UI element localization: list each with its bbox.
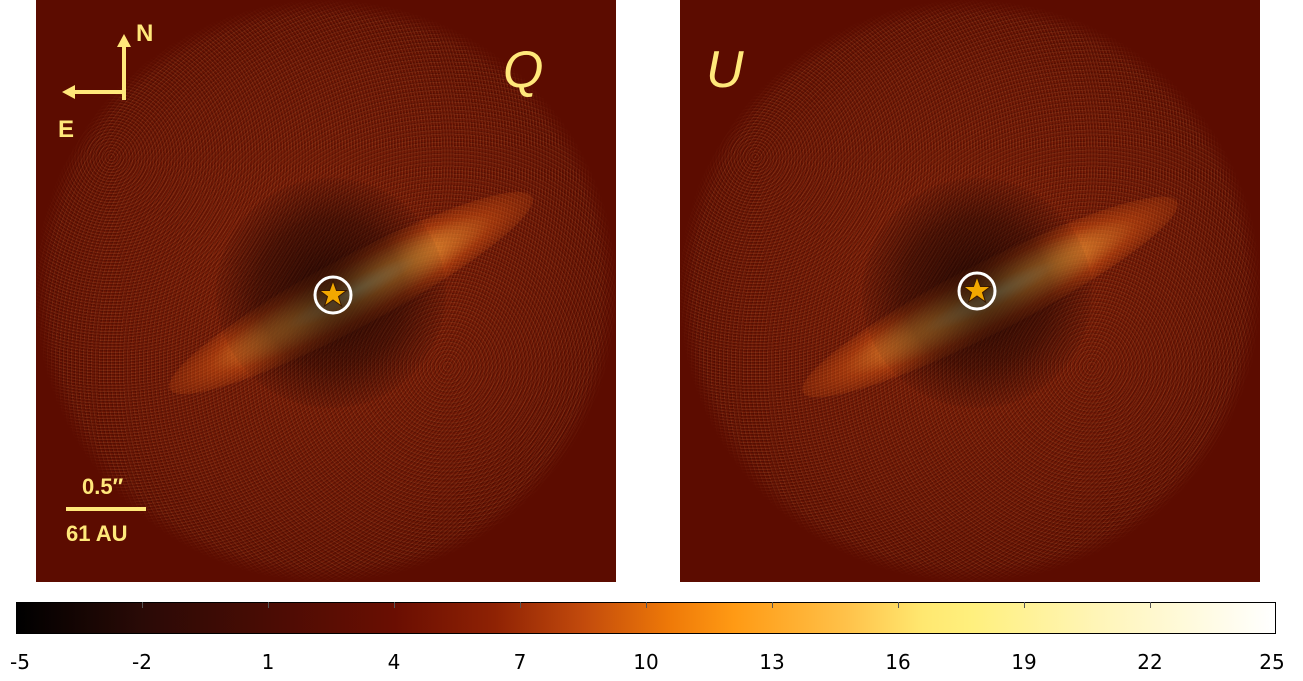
u-star-marker-icon <box>957 271 997 311</box>
compass-arrows-icon <box>62 34 131 100</box>
q-star-marker-icon <box>313 275 353 315</box>
q-image-panel <box>36 0 616 582</box>
colorbar-tick <box>646 602 647 608</box>
colorbar-tick-label: 22 <box>1137 650 1163 674</box>
east-label: E <box>58 116 75 143</box>
scale-physical-label: 61 AU <box>66 521 128 546</box>
colorbar-tick <box>772 602 773 608</box>
colorbar-tick <box>1024 602 1025 608</box>
scale-bar <box>66 507 146 511</box>
colorbar-tick <box>1150 602 1151 608</box>
u-image-panel <box>680 0 1260 582</box>
colorbar-tick-label: 25 <box>1259 650 1285 674</box>
colorbar-tick-label: 7 <box>513 650 527 674</box>
colorbar-tick-label: 19 <box>1011 650 1037 674</box>
colorbar-tick-label: 16 <box>885 650 911 674</box>
colorbar-tick-label: 4 <box>387 650 401 674</box>
u-panel-label: U <box>706 41 744 99</box>
colorbar-tick-label: 13 <box>759 650 785 674</box>
colorbar-tick <box>268 602 269 608</box>
north-label: N <box>136 20 154 47</box>
colorbar-tick-label: 1 <box>261 650 275 674</box>
q-panel-label: Q <box>503 41 544 99</box>
scale-angular-label: 0.5″ <box>82 474 124 499</box>
q-noise-background <box>36 0 616 582</box>
colorbar-tick-label: 10 <box>633 650 659 674</box>
u-noise-background <box>680 0 1260 582</box>
colorbar-tick <box>394 602 395 608</box>
colorbar-tick <box>898 602 899 608</box>
colorbar-tick-label: -2 <box>132 650 152 674</box>
colorbar-tick <box>520 602 521 608</box>
colorbar-tick <box>142 602 143 608</box>
colorbar-tick-label: -5 <box>10 650 30 674</box>
